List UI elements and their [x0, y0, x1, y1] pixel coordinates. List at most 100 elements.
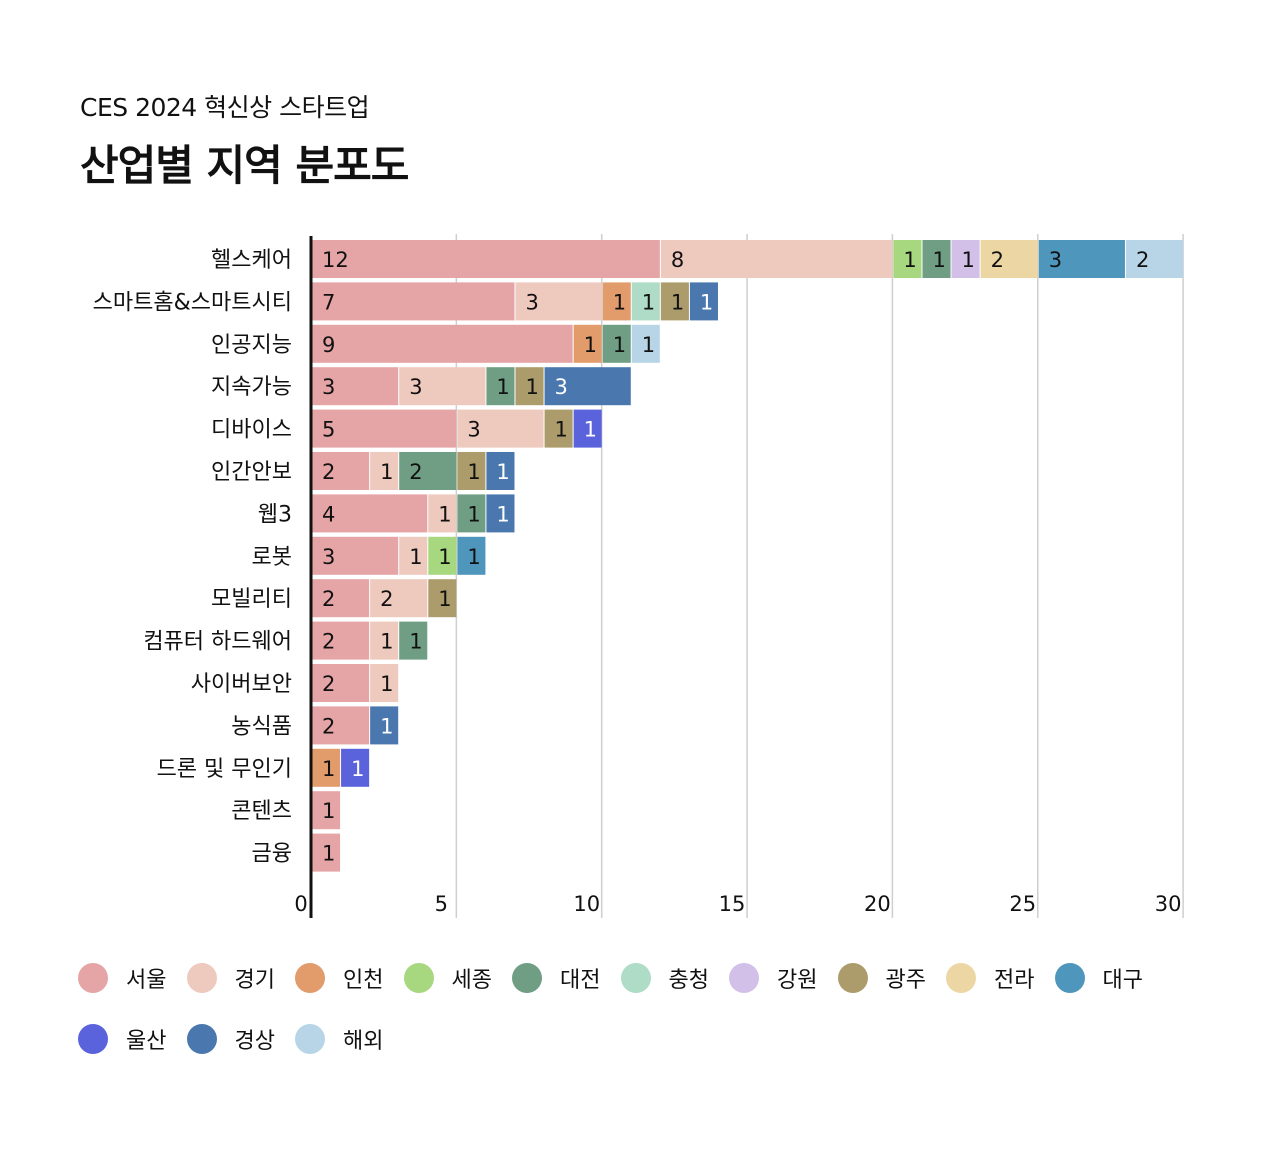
legend-label: 광주 [885, 968, 926, 993]
data-label: 1 [584, 418, 597, 442]
bar-segment [312, 664, 370, 702]
data-label: 1 [613, 290, 626, 314]
data-label: 1 [671, 290, 684, 314]
data-label: 1 [409, 630, 422, 654]
bar-segment [341, 748, 370, 787]
legend-item: 세종 [403, 960, 492, 996]
data-label: 2 [322, 672, 335, 696]
data-label: 9 [322, 333, 335, 357]
x-tick-label: 0 [294, 892, 307, 916]
bar-segment [544, 409, 573, 448]
data-label: 1 [322, 757, 335, 781]
legend-swatch [620, 963, 651, 993]
bar-segment [312, 367, 399, 406]
bar-segment [486, 452, 515, 490]
category-label: 사이버보안 [191, 672, 292, 697]
x-tick-label: 5 [435, 892, 448, 916]
data-label: 2 [322, 587, 335, 611]
bar-segment [399, 536, 428, 575]
bar-segment [631, 324, 660, 363]
data-label: 7 [322, 290, 335, 314]
legend-label: 서울 [126, 968, 167, 993]
data-label: 1 [467, 502, 480, 526]
bar-segment [312, 324, 573, 363]
data-label: 4 [322, 502, 335, 526]
bar-segment [312, 452, 370, 490]
bar-segment [312, 748, 341, 787]
legend-swatch [512, 963, 542, 993]
bar-segment [457, 452, 486, 490]
category-label: 인공지능 [211, 333, 292, 358]
legend-swatch [186, 1024, 217, 1054]
chart-title: 산업별 지역 분포도 [80, 141, 409, 190]
data-label: 1 [467, 460, 480, 484]
bar-segment [660, 282, 689, 321]
legend-swatch [946, 963, 976, 993]
bar-segment [544, 367, 631, 406]
data-label: 1 [351, 757, 364, 781]
legend-item: 경상 [186, 1021, 275, 1057]
legend-item: 강원 [729, 960, 817, 996]
x-tick-label: 20 [864, 892, 891, 916]
legend-label: 해외 [343, 1029, 384, 1054]
bar-segment [457, 409, 544, 448]
data-label: 1 [438, 587, 451, 611]
category-label: 지속가능 [211, 375, 292, 400]
data-label: 1 [700, 290, 713, 314]
data-label: 2 [322, 460, 335, 484]
legend-item: 서울 [78, 960, 166, 996]
data-label: 1 [932, 248, 945, 272]
legend-item: 인천 [295, 960, 383, 996]
bar-segment [312, 579, 370, 618]
bar-segment [370, 706, 399, 745]
bar-segment [370, 579, 428, 618]
legend-swatch [729, 963, 759, 993]
data-label: 1 [409, 545, 422, 569]
category-label: 콘텐츠 [231, 799, 292, 824]
data-label: 1 [438, 545, 451, 569]
data-label: 1 [642, 333, 655, 357]
data-label: 1 [496, 502, 509, 526]
data-label: 1 [496, 375, 509, 399]
bar-segment [428, 494, 457, 533]
bar-segment [370, 621, 399, 660]
bar-segment [951, 240, 980, 278]
category-label: 컴퓨터 하드웨어 [143, 630, 292, 655]
data-label: 3 [409, 375, 422, 399]
data-label: 2 [1136, 248, 1149, 272]
legend-item: 대전 [512, 960, 600, 996]
category-label: 디바이스 [211, 418, 292, 443]
bar-segment [660, 240, 893, 278]
legend-label: 세종 [451, 968, 492, 993]
legend-swatch [78, 1024, 108, 1054]
legend-swatch [837, 963, 868, 993]
bar-segment [515, 367, 544, 406]
data-label: 1 [380, 630, 393, 654]
data-label: 1 [380, 714, 393, 738]
category-label: 농식품 [231, 714, 292, 739]
bar-segment [312, 409, 457, 448]
bar-segment [689, 282, 718, 321]
bar-segment [980, 240, 1038, 278]
data-label: 2 [991, 248, 1004, 272]
bar-segment [399, 621, 428, 660]
x-tick-label: 10 [573, 892, 600, 916]
data-label: 1 [322, 799, 335, 823]
legend-item: 울산 [78, 1021, 166, 1057]
chart-subtitle: CES 2024 혁신상 스타트업 [80, 93, 370, 122]
category-label: 웹3 [258, 502, 292, 527]
data-label: 3 [555, 375, 568, 399]
legend-swatch [295, 963, 325, 993]
x-tick-label: 25 [1009, 892, 1036, 916]
bar-segment [1125, 240, 1184, 278]
data-label: 3 [322, 545, 335, 569]
data-label: 1 [613, 333, 626, 357]
data-label: 1 [962, 248, 975, 272]
bar-segment [893, 240, 922, 278]
category-label: 로봇 [252, 545, 292, 570]
data-label: 2 [380, 587, 393, 611]
bar-segment [1038, 240, 1125, 278]
legend-item: 충청 [620, 960, 709, 996]
legend-label: 울산 [126, 1029, 167, 1054]
legend-label: 대전 [560, 968, 601, 993]
